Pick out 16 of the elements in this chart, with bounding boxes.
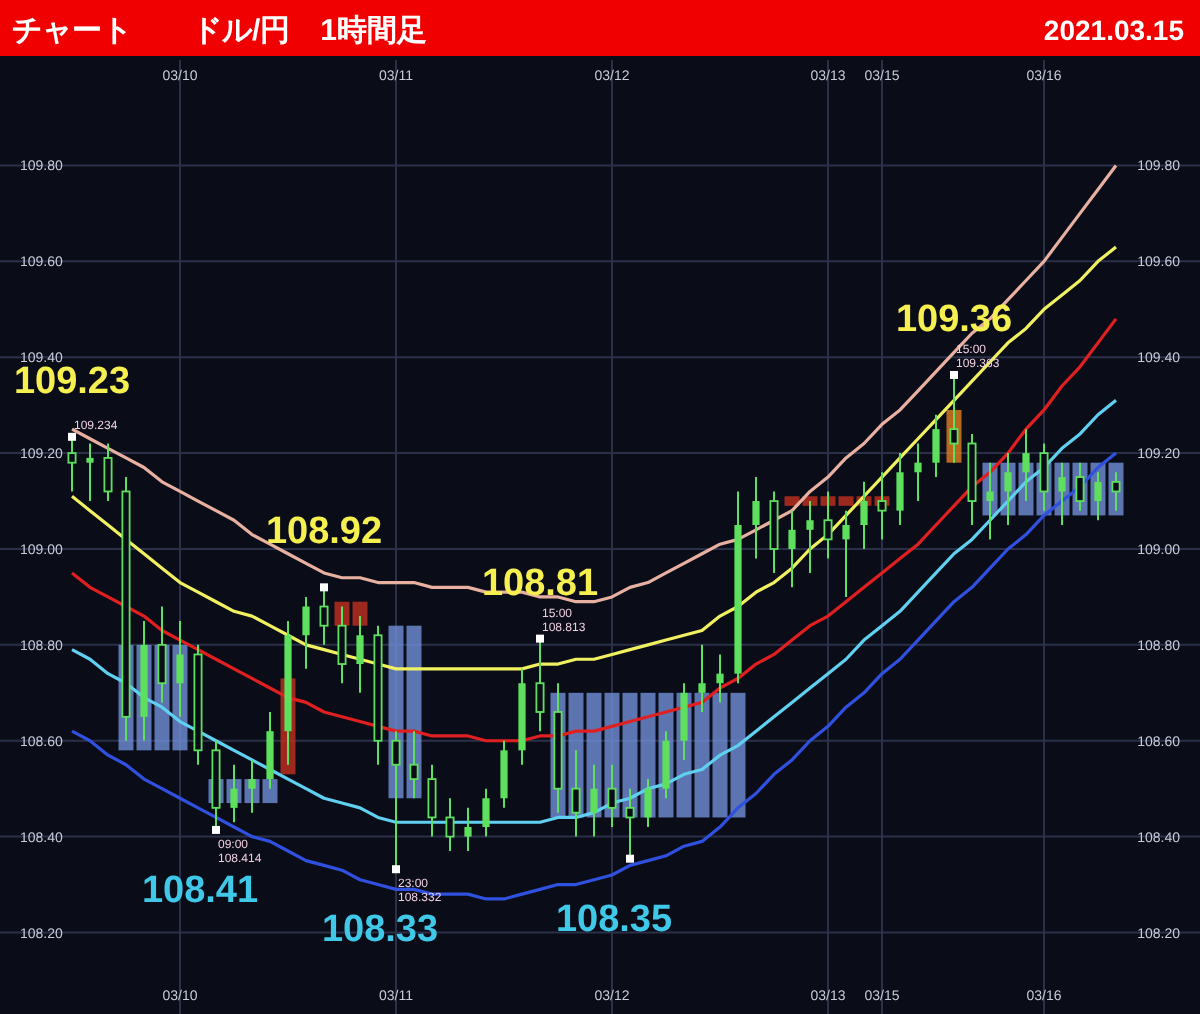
point	[68, 432, 76, 441]
annotation: 108.41	[141, 869, 259, 912]
chart-title: チャート	[12, 14, 132, 48]
chart-subtitle: ドル/円 1時間足	[192, 14, 428, 48]
point	[950, 370, 958, 379]
annotation: 108.81	[481, 562, 599, 605]
annotation: 108.35	[555, 898, 673, 941]
point	[626, 854, 634, 863]
point	[536, 634, 544, 643]
text: 2021.03.15	[1043, 14, 1185, 46]
annotation: 108.33	[321, 909, 439, 952]
annotation: 109.23	[13, 360, 131, 403]
point	[320, 583, 328, 592]
point	[392, 865, 400, 874]
point	[212, 825, 220, 834]
annotation: 108.92	[265, 511, 383, 554]
